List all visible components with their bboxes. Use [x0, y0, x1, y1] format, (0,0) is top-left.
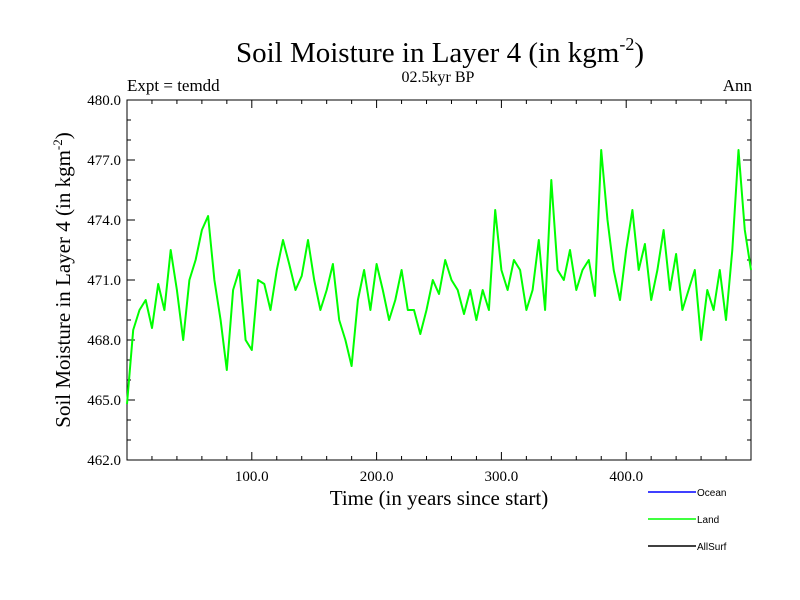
x-tick-label: 400.0: [609, 469, 643, 485]
y-tick-label: 477.0: [87, 153, 121, 169]
y-tick-label: 465.0: [87, 393, 121, 409]
x-axis-label: Time (in years since start): [330, 486, 549, 510]
legend: Ocean Land AllSurf: [648, 488, 727, 553]
series-line-land: [126, 149, 752, 405]
experiment-label: Expt = temdd: [127, 76, 220, 95]
y-tick-label: 462.0: [87, 453, 121, 469]
x-tick-label: 100.0: [235, 469, 269, 485]
legend-label-allsurf: AllSurf: [697, 542, 727, 553]
y-tick-label: 471.0: [87, 273, 121, 289]
y-tick-label: 480.0: [87, 93, 121, 109]
legend-label-land: Land: [697, 515, 719, 526]
x-tick-label: 300.0: [485, 469, 519, 485]
legend-label-ocean: Ocean: [697, 488, 726, 499]
y-axis-label: Soil Moisture in Layer 4 (in kgm-2): [50, 132, 75, 427]
chart-title: Soil Moisture in Layer 4 (in kgm-2): [236, 34, 644, 69]
season-label: Ann: [723, 76, 753, 95]
y-tick-label: 474.0: [87, 213, 121, 229]
plot-area: [126, 99, 752, 461]
chart-subtitle: 02.5kyr BP: [402, 69, 475, 86]
x-tick-label: 200.0: [360, 469, 394, 485]
y-tick-label: 468.0: [87, 333, 121, 349]
